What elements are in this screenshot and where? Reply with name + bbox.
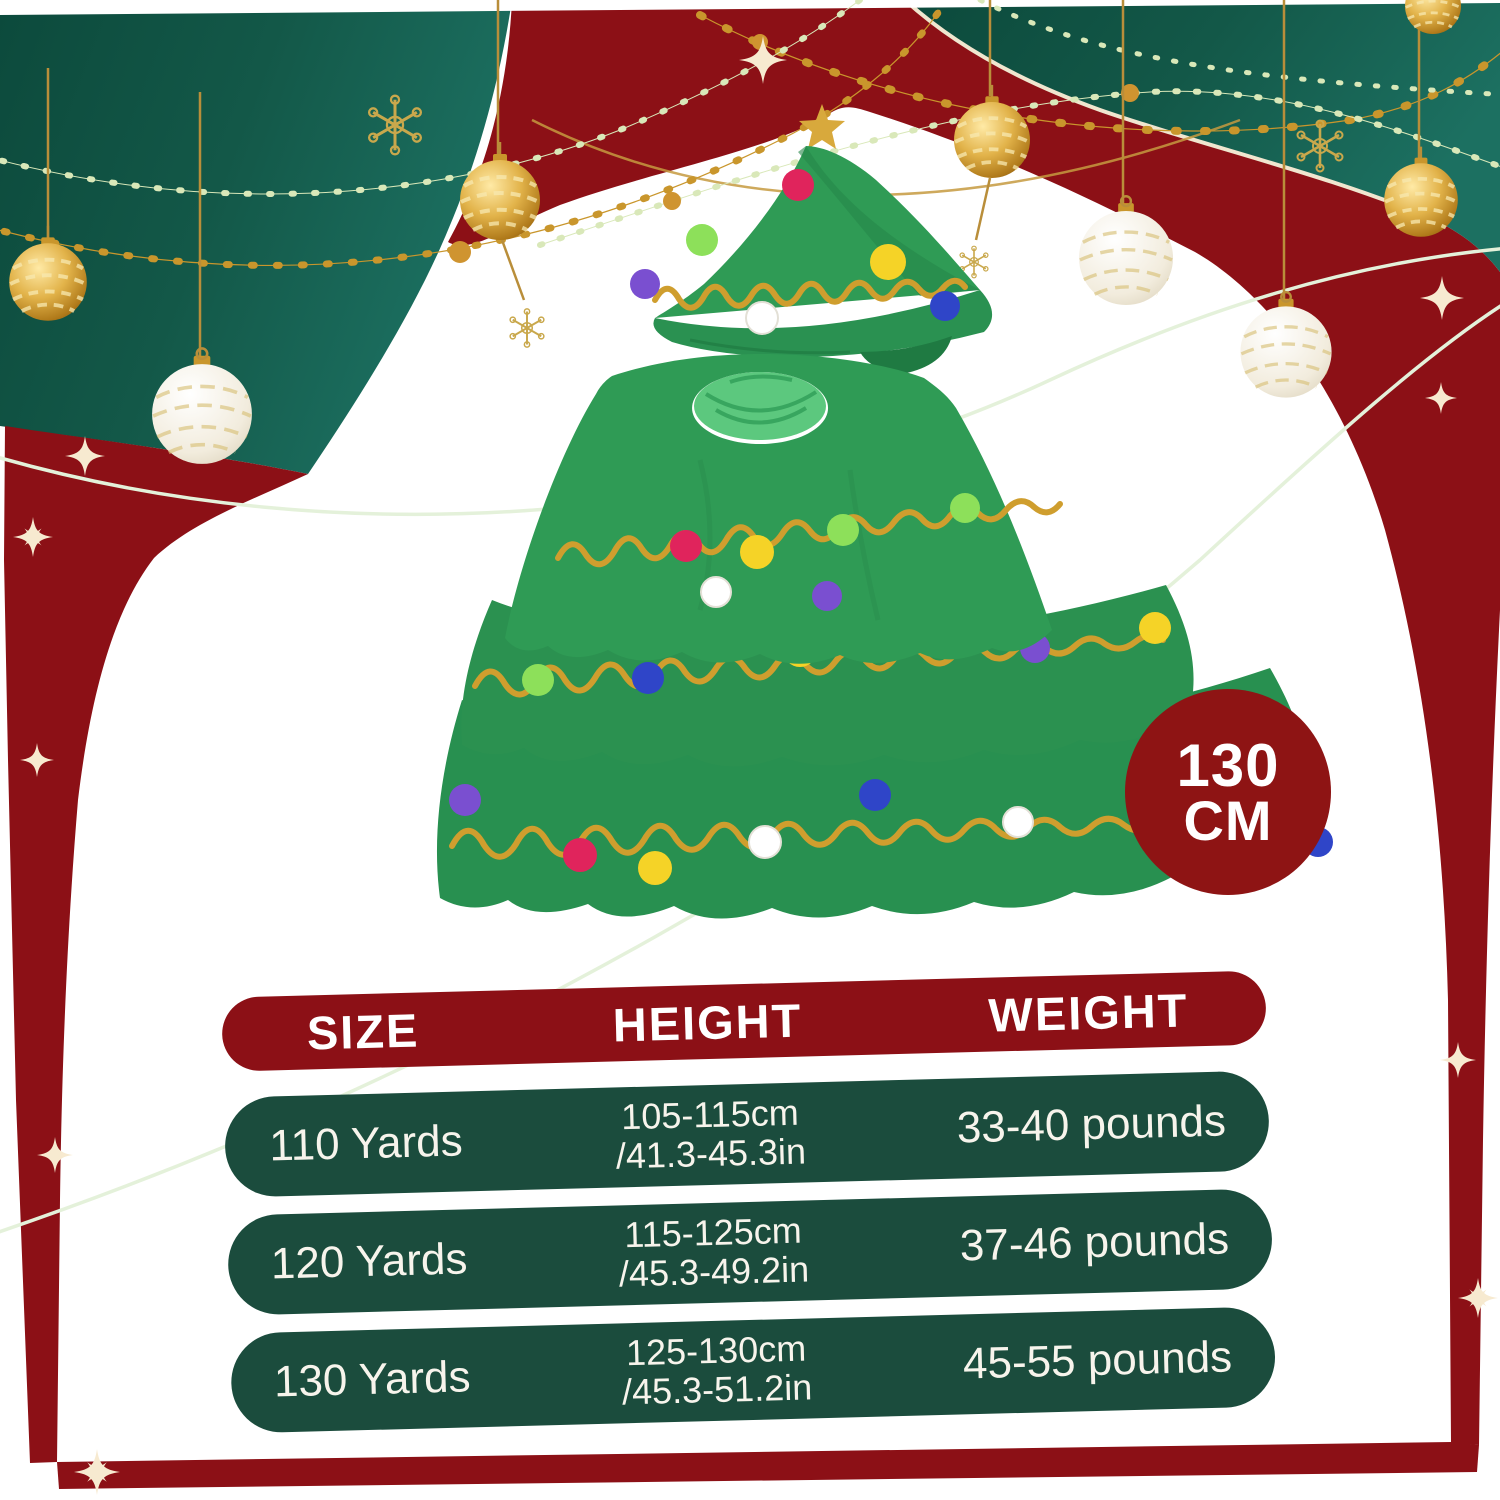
row-size: 130 Yards <box>273 1352 472 1407</box>
size-badge: 130 CM <box>1125 689 1331 895</box>
size-chart-row: 130 Yards 125-130cm /45.3-51.2in 45-55 p… <box>230 1306 1277 1434</box>
row-height: 125-130cm /45.3-51.2in <box>512 1327 921 1415</box>
row-size: 120 Yards <box>270 1234 469 1289</box>
row-size: 110 Yards <box>268 1116 464 1171</box>
top-sliver <box>0 0 1500 15</box>
costume-hat <box>630 104 993 374</box>
tier2-pom-poms <box>522 612 1171 696</box>
row-height: 105-115cm /41.3-45.3in <box>506 1091 915 1179</box>
gold-ricrac-trim <box>652 277 968 311</box>
badge-value: 130 <box>1176 731 1280 799</box>
hat-pom-poms <box>630 169 960 335</box>
header-weight: WEIGHT <box>987 982 1190 1042</box>
star-topper-icon <box>799 104 845 149</box>
bead-garland-icon <box>0 0 1500 269</box>
header-size: SIZE <box>306 1003 421 1060</box>
row-height: 115-125cm /45.3-49.2in <box>509 1209 918 1297</box>
size-chart: SIZE HEIGHT WEIGHT 110 Yards 105-115cm /… <box>221 970 1277 1451</box>
red-bottom-band <box>57 1442 1479 1489</box>
costume-dress <box>436 354 1333 919</box>
christmas-tree-costume-photo <box>436 104 1333 919</box>
row-weight: 45-55 pounds <box>962 1332 1233 1389</box>
green-backdrop-right <box>905 0 1500 272</box>
red-left-band <box>4 426 308 1463</box>
tier1-pom-poms <box>670 493 980 611</box>
size-chart-row: 110 Yards 105-115cm /41.3-45.3in 33-40 p… <box>223 1070 1271 1198</box>
red-curtain-shape <box>448 0 1500 1445</box>
header-height: HEIGHT <box>612 993 803 1051</box>
badge-unit: CM <box>1183 788 1273 852</box>
size-chart-row: 120 Yards 115-125cm /45.3-49.2in 37-46 p… <box>226 1188 1274 1316</box>
row-weight: 37-46 pounds <box>959 1214 1230 1271</box>
row-weight: 33-40 pounds <box>956 1096 1227 1153</box>
curtain-edge-line <box>903 0 1436 222</box>
